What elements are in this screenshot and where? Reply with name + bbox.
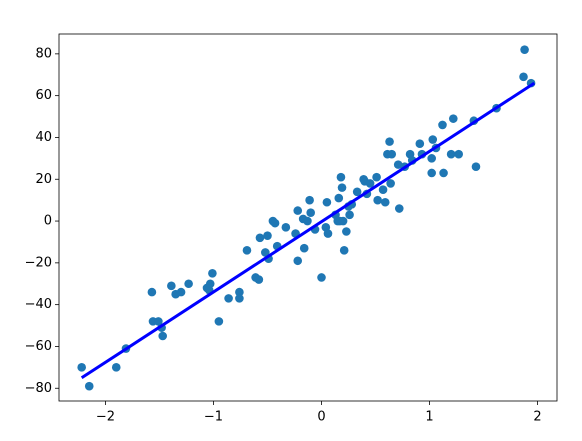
scatter-point	[322, 197, 332, 207]
y-tick-label: 60	[35, 88, 52, 103]
y-tick-label: 0	[44, 214, 52, 229]
axes-frame	[58, 33, 558, 402]
scatter-point	[167, 281, 176, 291]
scatter-point	[352, 187, 362, 197]
scatter-point	[428, 135, 438, 144]
scatter-point	[380, 197, 390, 207]
y-tick-label: −80	[25, 381, 52, 396]
y-tick-label: 20	[35, 172, 52, 187]
scatter-point	[439, 168, 448, 178]
scatter-point	[254, 275, 264, 284]
scatter-point	[176, 287, 186, 297]
scatter-point	[205, 279, 215, 289]
scatter-point	[77, 363, 86, 372]
scatter-point	[337, 183, 347, 192]
scatter-point	[242, 246, 252, 255]
scatter-point	[394, 204, 404, 213]
scatter-point	[305, 195, 314, 205]
scatter-point	[147, 287, 157, 297]
scatter-point	[378, 185, 388, 195]
scatter-point	[339, 246, 349, 255]
scatter-point	[184, 279, 193, 289]
scatter-point	[84, 381, 94, 391]
scatter-point	[373, 195, 382, 205]
scatter-point	[427, 168, 436, 178]
scatter-point	[372, 172, 381, 182]
scatter-point	[323, 229, 333, 238]
scatter-point	[158, 331, 168, 341]
scatter-point	[299, 243, 309, 253]
scatter-point	[208, 269, 217, 278]
x-tick-label: 0	[317, 410, 325, 425]
y-tick-label: 40	[35, 130, 52, 145]
scatter-point	[235, 294, 244, 303]
scatter-point	[303, 216, 312, 226]
scatter-point	[281, 223, 291, 232]
scatter-point	[345, 210, 354, 220]
scatter-point	[415, 139, 425, 149]
scatter-point	[438, 120, 447, 130]
scatter-point	[342, 227, 351, 236]
scatter-point	[111, 363, 121, 372]
y-tick-label: 80	[35, 46, 52, 61]
scatter-point	[338, 216, 348, 226]
scatter-point	[214, 317, 224, 326]
scatter-point	[334, 193, 344, 203]
y-tick-label: −60	[25, 339, 52, 354]
scatter-point	[446, 149, 456, 159]
scatter-point	[520, 45, 529, 54]
scatter-point	[293, 256, 303, 266]
y-tick-label: −20	[25, 255, 52, 270]
y-tick-label: −40	[25, 297, 52, 312]
scatter-point	[448, 114, 458, 123]
scatter-point	[263, 231, 272, 240]
scatter-point	[270, 218, 280, 228]
scatter-point	[293, 206, 303, 215]
x-tick-label: 1	[425, 410, 433, 425]
scatter-point	[454, 149, 463, 159]
x-tick-label: −1	[204, 410, 223, 425]
scatter-point	[519, 72, 528, 82]
x-tick-label: −2	[96, 410, 115, 425]
x-tick-label: 2	[533, 410, 541, 425]
scatter-point	[471, 162, 481, 172]
scatter-point	[306, 208, 316, 217]
scatter-point	[317, 273, 326, 282]
regression-line	[80, 81, 536, 380]
scatter-point	[235, 287, 244, 297]
scatter-point	[255, 233, 265, 243]
scatter-point	[365, 179, 375, 188]
scatter-point	[427, 154, 436, 163]
scatter-point	[393, 160, 403, 169]
scatter-point	[224, 294, 233, 303]
scatter-point	[385, 137, 394, 146]
scatter-point	[336, 172, 346, 182]
scatter-point	[386, 179, 395, 188]
scatter-point	[387, 149, 397, 159]
